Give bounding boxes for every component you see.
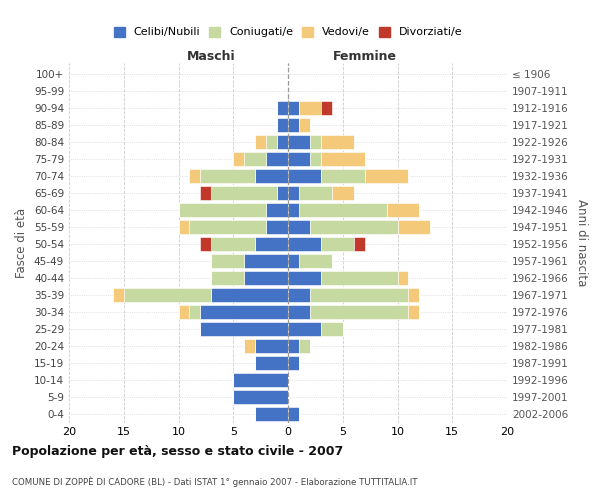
Y-axis label: Fasce di età: Fasce di età	[16, 208, 28, 278]
Bar	[288, 356, 299, 370]
Bar	[321, 152, 365, 166]
Bar	[113, 288, 124, 302]
Bar	[211, 254, 244, 268]
Bar	[179, 204, 266, 217]
Bar	[255, 136, 266, 149]
Bar	[233, 373, 288, 387]
Bar	[299, 118, 310, 132]
Bar	[244, 339, 255, 353]
Text: Femmine: Femmine	[332, 50, 397, 62]
Bar	[211, 186, 277, 200]
Bar	[211, 237, 255, 251]
Bar	[255, 407, 288, 421]
Bar	[310, 136, 321, 149]
Bar	[299, 254, 332, 268]
Text: Maschi: Maschi	[187, 50, 236, 62]
Bar	[200, 305, 288, 319]
Bar	[190, 305, 200, 319]
Bar	[190, 220, 266, 234]
Bar	[288, 170, 321, 183]
Bar	[299, 204, 386, 217]
Text: COMUNE DI ZOPPÈ DI CADORE (BL) - Dati ISTAT 1° gennaio 2007 - Elaborazione TUTTI: COMUNE DI ZOPPÈ DI CADORE (BL) - Dati IS…	[12, 476, 418, 487]
Bar	[288, 339, 299, 353]
Bar	[200, 237, 211, 251]
Bar	[244, 152, 266, 166]
Bar	[321, 237, 354, 251]
Bar	[321, 271, 398, 285]
Bar	[179, 305, 190, 319]
Bar	[288, 271, 321, 285]
Bar	[288, 305, 310, 319]
Bar	[288, 254, 299, 268]
Bar	[288, 407, 299, 421]
Bar	[277, 102, 288, 116]
Bar	[398, 271, 409, 285]
Bar	[211, 271, 244, 285]
Bar	[288, 102, 299, 116]
Bar	[200, 186, 211, 200]
Bar	[211, 288, 288, 302]
Bar	[244, 254, 288, 268]
Bar	[255, 356, 288, 370]
Bar	[310, 288, 409, 302]
Bar	[288, 136, 310, 149]
Bar	[321, 102, 332, 116]
Bar	[288, 152, 310, 166]
Bar	[266, 136, 277, 149]
Bar	[310, 305, 409, 319]
Bar	[255, 237, 288, 251]
Bar	[409, 288, 419, 302]
Bar	[200, 322, 288, 336]
Bar	[332, 186, 354, 200]
Bar	[288, 204, 299, 217]
Bar	[288, 288, 310, 302]
Bar	[288, 322, 321, 336]
Bar	[200, 170, 255, 183]
Bar	[255, 170, 288, 183]
Bar	[398, 220, 430, 234]
Bar	[266, 152, 288, 166]
Bar	[277, 118, 288, 132]
Bar	[321, 322, 343, 336]
Bar	[321, 170, 365, 183]
Bar	[255, 339, 288, 353]
Bar	[124, 288, 211, 302]
Bar	[299, 102, 321, 116]
Bar	[288, 237, 321, 251]
Bar	[288, 186, 299, 200]
Bar	[233, 390, 288, 404]
Bar	[244, 271, 288, 285]
Bar	[409, 305, 419, 319]
Bar	[299, 339, 310, 353]
Bar	[365, 170, 409, 183]
Bar	[233, 152, 244, 166]
Bar	[288, 220, 310, 234]
Bar	[386, 204, 419, 217]
Text: Popolazione per età, sesso e stato civile - 2007: Popolazione per età, sesso e stato civil…	[12, 445, 343, 458]
Y-axis label: Anni di nascita: Anni di nascita	[575, 199, 588, 286]
Bar	[266, 220, 288, 234]
Legend: Celibi/Nubili, Coniugati/e, Vedovi/e, Divorziati/e: Celibi/Nubili, Coniugati/e, Vedovi/e, Di…	[113, 26, 463, 38]
Bar	[179, 220, 190, 234]
Bar	[310, 152, 321, 166]
Bar	[277, 136, 288, 149]
Bar	[288, 118, 299, 132]
Bar	[266, 204, 288, 217]
Bar	[354, 237, 365, 251]
Bar	[321, 136, 354, 149]
Bar	[190, 170, 200, 183]
Bar	[310, 220, 398, 234]
Bar	[277, 186, 288, 200]
Bar	[299, 186, 332, 200]
